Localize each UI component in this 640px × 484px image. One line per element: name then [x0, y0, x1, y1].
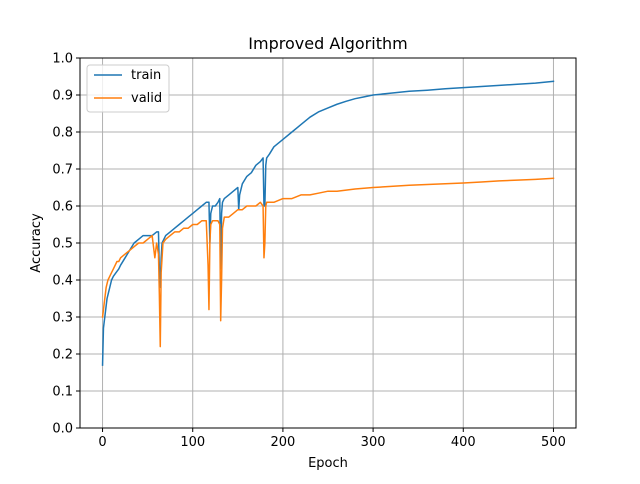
- y-tick-label: 0.8: [52, 126, 73, 141]
- legend-box: [86, 64, 170, 113]
- y-tick-label: 0.5: [52, 237, 73, 252]
- y-axis-title: Accuracy: [29, 213, 44, 273]
- y-tick-label: 0.2: [52, 348, 73, 363]
- data-series: [101, 80, 555, 366]
- y-tick-label: 1.0: [52, 52, 73, 67]
- x-tick-label: 0: [98, 435, 106, 450]
- y-tick-label: 0.1: [52, 385, 73, 400]
- legend: train valid: [86, 64, 170, 113]
- chart-title: Improved Algorithm: [248, 34, 407, 53]
- legend-label-train: train: [131, 68, 161, 83]
- y-tick-label: 0.3: [52, 311, 73, 326]
- x-tick-label: 200: [270, 435, 295, 450]
- y-tick-label: 0.4: [52, 274, 73, 289]
- series-line-valid: [101, 177, 555, 348]
- x-tick-label: 100: [180, 435, 205, 450]
- legend-label-valid: valid: [131, 91, 162, 106]
- y-tick-label: 0.0: [52, 422, 73, 437]
- y-tick-label: 0.6: [52, 200, 73, 215]
- x-tick-label: 400: [451, 435, 476, 450]
- x-axis-title: Epoch: [308, 456, 348, 471]
- x-tick-label: 300: [361, 435, 386, 450]
- axis-ticks: 0 100 200 300 400 500 0.0 0.1 0.2 0.3 0.4 0.5 0.6 0.7…: [52, 52, 566, 451]
- y-tick-label: 0.7: [52, 163, 73, 178]
- y-tick-label: 0.9: [52, 89, 73, 104]
- x-tick-label: 500: [541, 435, 566, 450]
